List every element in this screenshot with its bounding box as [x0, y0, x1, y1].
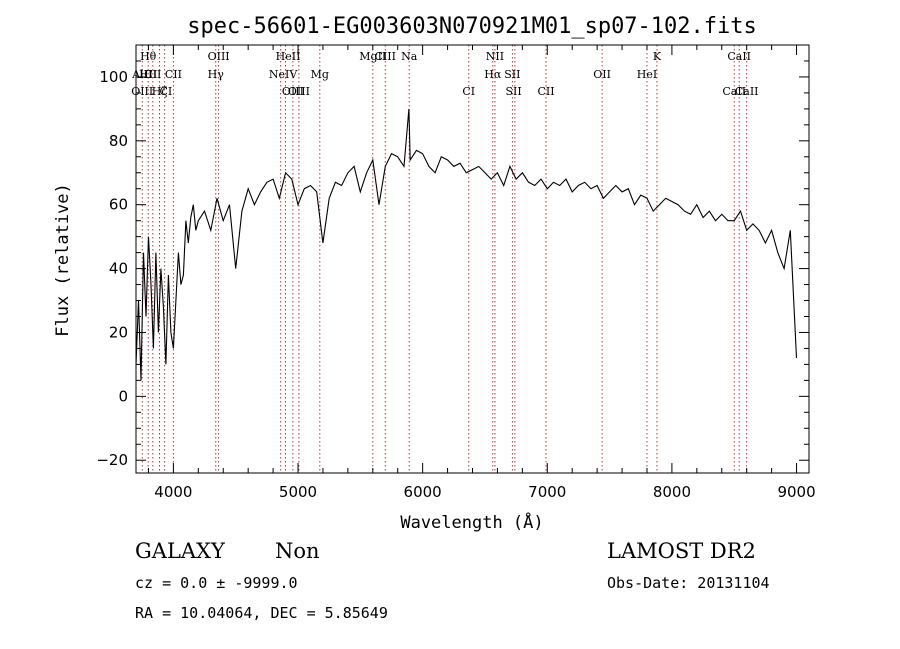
line-label-22: SII: [506, 85, 522, 98]
survey-name: LAMOST DR2: [607, 539, 756, 563]
y-tick-label-6: 100: [99, 68, 128, 86]
line-label-9: Hγ: [208, 68, 225, 81]
object-class: GALAXY: [135, 539, 226, 563]
x-axis-label: Wavelength (Å): [400, 511, 543, 533]
line-label-13: OIII: [288, 85, 310, 98]
line-label-26: HeI: [637, 68, 657, 81]
line-label-28: CaII: [722, 85, 746, 98]
line-label-20: Hα: [484, 68, 502, 81]
line-label-6: CI: [160, 85, 173, 98]
line-label-19: CI: [462, 85, 475, 98]
chart-title: spec-56601-EG003603N070921M01_sp07-102.f…: [187, 14, 757, 39]
spectral-line-markers: [141, 45, 748, 473]
coordinates-info: RA = 10.04064, DEC = 5.85649: [135, 604, 388, 622]
observation-date: Obs-Date: 20131104: [607, 574, 770, 592]
line-label-0: Hθ: [140, 50, 157, 63]
y-tick-label-5: 80: [109, 132, 128, 150]
x-tick-label-5: 9000: [777, 483, 815, 501]
y-tick-label-0: −20: [96, 451, 128, 469]
x-tick-label-3: 7000: [528, 483, 566, 501]
line-label-27: CaII: [727, 50, 751, 63]
x-axis-ticks: 4000 5000 6000 7000 8000 9000: [147, 45, 816, 501]
line-label-24: OII: [593, 68, 611, 81]
line-label-23: CII: [537, 85, 554, 98]
spectral-line-labels: HθAlIIHIICIIOIIIHζCICIIOIIIHγHeIINeIVOII…: [131, 50, 758, 98]
line-label-3: CII: [144, 68, 161, 81]
line-label-18: NII: [486, 50, 504, 63]
y-axis-label: Flux (relative): [53, 183, 73, 337]
y-tick-label-4: 60: [109, 196, 128, 214]
redshift-info: cz = 0.0 ± -9999.0: [135, 574, 298, 592]
line-label-14: Mg: [311, 68, 329, 81]
line-label-4: OIII: [131, 85, 153, 98]
line-label-17: Na: [401, 50, 418, 63]
line-label-21: SII: [504, 68, 520, 81]
object-subclass: Non: [275, 539, 320, 563]
line-label-5: Hζ: [152, 85, 168, 98]
line-label-15: MgII: [359, 50, 386, 63]
line-label-11: NeIV: [269, 68, 298, 81]
spectrum-line: [135, 108, 798, 381]
line-label-10: HeII: [276, 50, 301, 63]
line-label-7: CII: [165, 68, 182, 81]
x-tick-label-2: 6000: [404, 483, 442, 501]
y-tick-label-2: 20: [109, 323, 128, 341]
x-tick-label-1: 5000: [279, 483, 317, 501]
line-label-29: CaII: [735, 85, 759, 98]
line-label-2: HII: [139, 68, 157, 81]
y-axis-ticks: −20 0 20 40 60 80 100: [96, 60, 809, 469]
line-label-16: CIII: [375, 50, 396, 63]
x-tick-label-0: 4000: [154, 483, 192, 501]
x-tick-label-4: 8000: [653, 483, 691, 501]
y-tick-label-1: 0: [118, 387, 128, 405]
line-label-8: OIII: [208, 50, 230, 63]
y-tick-label-3: 40: [109, 260, 128, 278]
line-label-12: OIII: [282, 85, 304, 98]
line-label-25: K: [653, 50, 662, 63]
